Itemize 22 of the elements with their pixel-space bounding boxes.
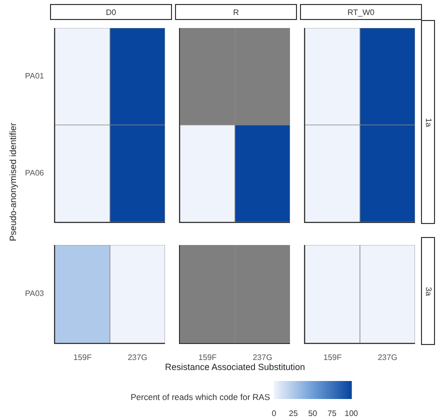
color-bar-label: 50 bbox=[308, 409, 318, 418]
y-axis-title: Pseudo-anonymised identifier bbox=[8, 122, 19, 244]
y-tick-label: PA03 bbox=[25, 289, 45, 298]
x-tick-label: 237G bbox=[378, 353, 398, 362]
y-tick-label: PA01 bbox=[25, 72, 45, 81]
x-axis-title: Resistance Associated Substitution bbox=[164, 362, 306, 372]
color-bar-label: 25 bbox=[288, 409, 298, 418]
text: D0 bbox=[50, 4, 172, 20]
y-tick-label: PA06 bbox=[25, 168, 45, 178]
x-tick-label: 237G bbox=[128, 353, 148, 362]
x-tick-label: 159F bbox=[73, 353, 92, 362]
x-tick-label: 159F bbox=[198, 353, 217, 362]
x-tick-label: 159F bbox=[323, 353, 342, 362]
color-bar-title: Percent of reads which code for RAS bbox=[130, 392, 270, 402]
text: RT_W0 bbox=[300, 4, 422, 20]
x-tick-label: 237G bbox=[252, 353, 272, 362]
text: 3a bbox=[424, 286, 432, 296]
color-bar-label: 100 bbox=[344, 409, 359, 418]
color-bar-label: 75 bbox=[328, 409, 337, 418]
text: 1a bbox=[424, 118, 432, 126]
text: R bbox=[175, 4, 297, 20]
color-bar-label: 0 bbox=[272, 409, 277, 418]
